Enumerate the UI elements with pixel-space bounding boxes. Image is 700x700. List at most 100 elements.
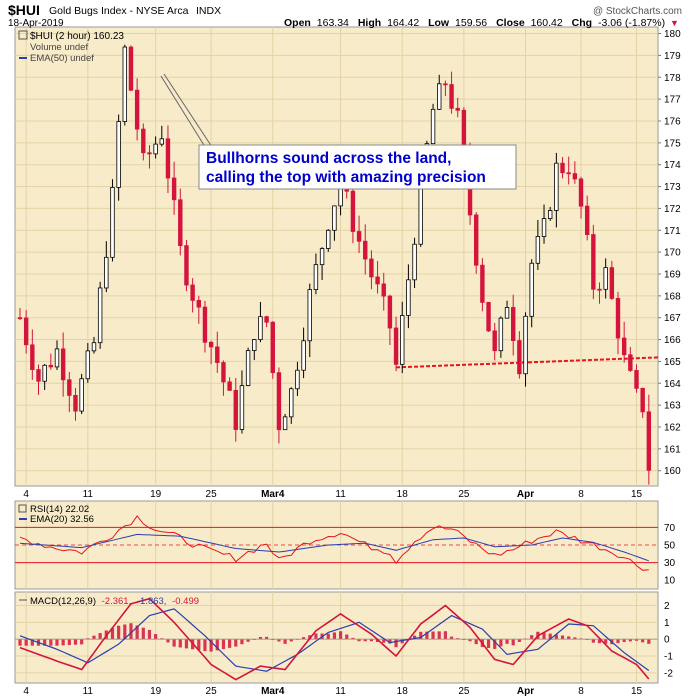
price-panel-bg (14, 26, 659, 487)
macd-tick-label: -2 (664, 668, 673, 679)
candle-body (535, 236, 541, 264)
macd-histogram-bar (425, 631, 429, 640)
x-tick-label: Mar4 (261, 489, 285, 500)
macd-histogram-bar (554, 634, 558, 640)
price-legend: $HUI (2 hour) 160.23 (30, 31, 124, 42)
macd-histogram-bar (314, 633, 318, 640)
candle-body (116, 121, 121, 188)
candle-body (480, 264, 485, 303)
macd-histogram-bar (271, 639, 275, 640)
macd-histogram-bar (277, 639, 281, 642)
macd-histogram-bar (394, 639, 398, 648)
candle-body (276, 372, 282, 431)
support-line (396, 356, 659, 369)
candle-body (640, 387, 645, 413)
macd-histogram-bar (369, 639, 374, 642)
macd-histogram-bar (160, 638, 164, 640)
candle-body (646, 411, 652, 471)
candle-body (621, 337, 627, 356)
macd-histogram-bar (209, 639, 213, 652)
candle-body (104, 256, 109, 289)
candle-body (196, 299, 201, 308)
candle-body (541, 218, 547, 237)
macd-histogram-bar (486, 639, 491, 648)
candle-body (363, 240, 368, 260)
candle-body (239, 385, 245, 430)
macd-histogram-bar (505, 639, 509, 644)
candle-body (122, 46, 128, 122)
candle-body (36, 369, 41, 382)
candle-body (147, 152, 152, 155)
price-tick-label: 177 (664, 95, 681, 106)
candle-body (437, 83, 442, 110)
macd-histogram-bar (178, 639, 182, 648)
candle-body (67, 379, 72, 396)
macd-histogram-bar (499, 639, 503, 647)
candle-body (406, 279, 411, 316)
candle-body (171, 177, 177, 201)
macd-histogram-bar (18, 639, 22, 646)
price-tick-label: 170 (664, 248, 681, 259)
macd-tick-label: 2 (664, 601, 670, 612)
macd-histogram-bar (567, 636, 571, 640)
candle-body (517, 340, 522, 375)
macd-histogram-bar (647, 639, 651, 644)
macd-histogram-bar (30, 639, 34, 646)
candle-body (591, 234, 596, 290)
candle-body (492, 330, 497, 352)
macd-histogram-bar (203, 639, 207, 652)
x-tick-label: 19 (150, 489, 162, 500)
x-tick-label: 15 (631, 686, 643, 697)
header-date: 18-Apr-2019 (8, 18, 64, 29)
candle-body (566, 172, 571, 175)
macd-histogram-bar (80, 639, 84, 645)
x-tick-label: Apr (517, 686, 534, 697)
candle-body (73, 395, 78, 412)
macd-histogram-bar (530, 635, 534, 640)
candle-body (221, 362, 226, 383)
macd-histogram-bar (221, 639, 226, 650)
annotation-line-1: Bullhorns sound across the land, (206, 150, 451, 167)
macd-histogram-bar (67, 639, 71, 646)
macd-histogram-bar (240, 639, 244, 645)
macd-histogram-bar (110, 628, 115, 640)
macd-label: MACD(12,26,9) -2.361, -1.863, -0.499 (30, 596, 199, 607)
price-tick-label: 174 (664, 160, 681, 171)
price-tick-label: 169 (664, 269, 681, 280)
candle-body (17, 317, 23, 320)
macd-histogram-bar (326, 633, 330, 640)
macd-histogram-bar (585, 639, 589, 640)
macd-histogram-bar (197, 639, 201, 651)
price-tick-label: 171 (664, 226, 681, 237)
candle-body (202, 306, 208, 343)
candle-body (270, 321, 275, 374)
candle-body (474, 214, 479, 266)
macd-histogram-bar (258, 636, 263, 640)
rsi-tick-label: 50 (664, 541, 676, 552)
candle-body (190, 284, 195, 301)
price-tick-label: 176 (664, 116, 681, 127)
macd-histogram-bar (123, 624, 127, 640)
candle-body (430, 108, 436, 145)
exchange: INDX (196, 5, 221, 17)
candle-body (369, 258, 374, 278)
macd-histogram-bar (172, 639, 176, 647)
candle-body (449, 84, 454, 109)
macd-histogram-bar (98, 633, 102, 640)
candle-body (375, 276, 380, 285)
macd-histogram-bar (382, 639, 386, 643)
macd-histogram-bar (357, 639, 361, 642)
price-tick-label: 175 (664, 138, 681, 149)
volume-legend: Volume undef (30, 42, 88, 53)
macd-histogram-bar (511, 639, 515, 646)
candle-body (572, 173, 578, 180)
candle-body (128, 46, 134, 91)
macd-histogram-bar (604, 639, 608, 644)
macd-histogram-bar (548, 633, 552, 640)
macd-tick-label: 0 (664, 635, 670, 646)
macd-histogram-bar (351, 637, 355, 640)
macd-histogram-bar (400, 639, 404, 644)
macd-histogram-bar (338, 631, 343, 640)
candle-body (153, 143, 158, 155)
ema-legend: EMA(50) undef (30, 53, 94, 64)
